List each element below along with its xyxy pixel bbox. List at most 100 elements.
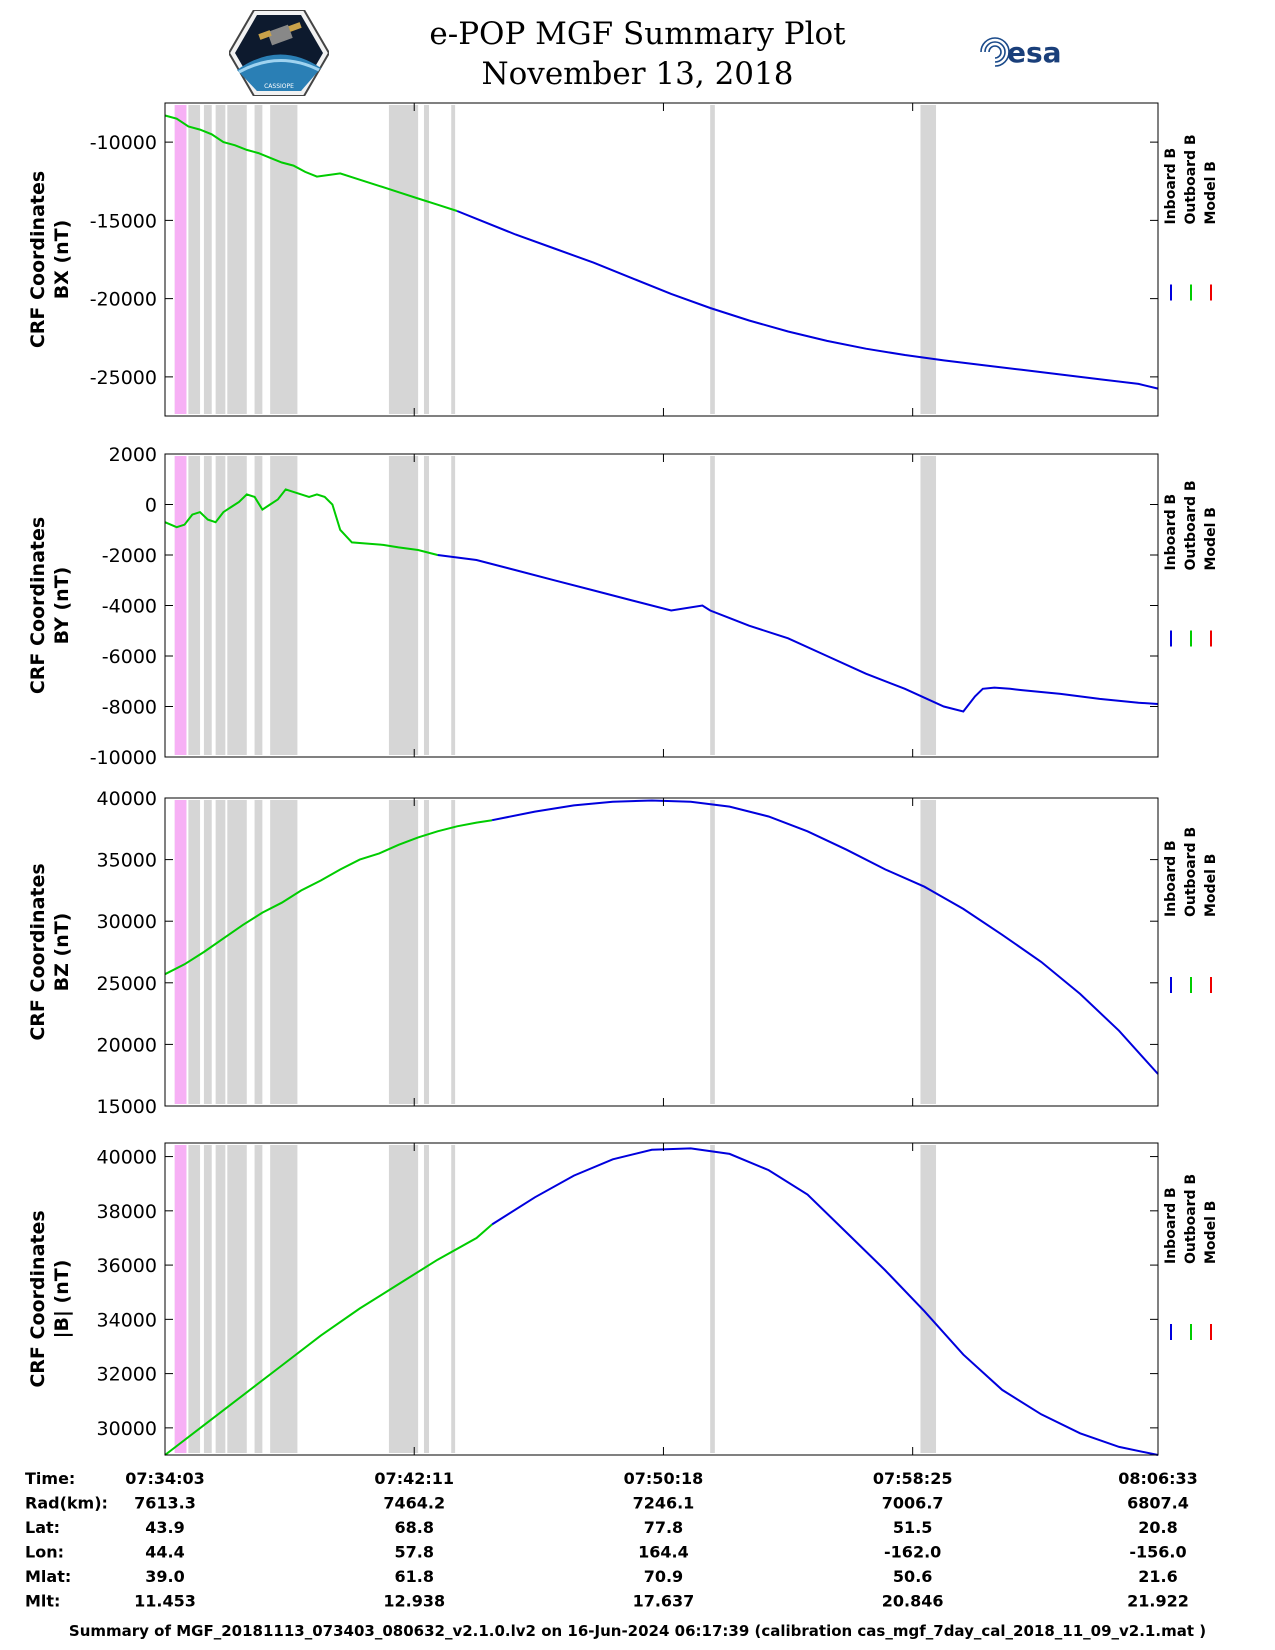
gap-band [254, 456, 263, 755]
y-axis-label-line1: CRF Coordinates [27, 517, 49, 694]
legend-label: Model B [1203, 161, 1219, 224]
gap-band [710, 800, 715, 1104]
legend-label: Inboard B [1163, 840, 1179, 917]
table-cell: 7613.3 [134, 1494, 196, 1513]
table-cell: 44.4 [145, 1543, 184, 1562]
cassiope-logo: CASSIOPE [229, 10, 329, 96]
table-row-label: Time: [25, 1469, 75, 1488]
table-cell: 07:58:25 [873, 1469, 953, 1488]
highlight-band [174, 800, 187, 1104]
y-tick-label: -20000 [90, 289, 157, 311]
y-axis-label-line1: CRF Coordinates [27, 171, 49, 348]
gap-band [227, 105, 247, 414]
table-cell: 12.938 [383, 1592, 445, 1611]
gap-band [388, 456, 419, 755]
y-tick-label: 30000 [97, 1418, 157, 1440]
table-cell: 20.8 [1138, 1518, 1177, 1537]
y-tick-label: 40000 [97, 1147, 157, 1169]
table-cell: 61.8 [394, 1567, 433, 1586]
gap-band [388, 800, 419, 1104]
gap-band [227, 800, 247, 1104]
table-cell: 68.8 [394, 1518, 433, 1537]
y-axis-label-line2: |B| (nT) [51, 1260, 73, 1339]
gap-band [710, 456, 715, 755]
series-inboard-b [491, 799, 1159, 1075]
cassiope-logo-text: CASSIOPE [264, 83, 294, 90]
gap-band [188, 1145, 201, 1453]
y-tick-label: 2000 [109, 444, 157, 466]
highlight-band [174, 105, 187, 414]
gap-band [215, 1145, 226, 1453]
table-cell: 07:42:11 [374, 1469, 454, 1488]
plot-frame [164, 102, 1159, 417]
gap-band [423, 456, 430, 755]
gap-band [203, 456, 212, 755]
gap-band [451, 1145, 456, 1453]
gap-band [920, 1145, 937, 1453]
table-cell: 57.8 [394, 1543, 433, 1562]
gap-band [710, 105, 715, 414]
table-cell: 20.846 [882, 1592, 944, 1611]
esa-logo-text: esa [1007, 36, 1062, 69]
table-cell: -162.0 [884, 1543, 941, 1562]
plot-frame [164, 797, 1159, 1107]
highlight-band [174, 456, 187, 755]
y-tick-label: 25000 [97, 973, 157, 995]
gap-band [270, 105, 298, 414]
footer-caption: Summary of MGF_20181113_073403_080632_v2… [68, 1622, 1207, 1640]
gap-band [270, 1145, 298, 1453]
y-tick-label: 15000 [97, 1096, 157, 1118]
gap-band [203, 800, 212, 1104]
table-cell: 07:34:03 [125, 1469, 205, 1488]
table-cell: 21.922 [1127, 1592, 1189, 1611]
table-cell: 39.0 [145, 1567, 184, 1586]
legend-label: Model B [1203, 507, 1219, 570]
gap-band [188, 800, 201, 1104]
y-tick-label: -10000 [90, 747, 157, 769]
y-tick-label: 38000 [97, 1201, 157, 1223]
gap-band [254, 1145, 263, 1453]
series-outboard-b [164, 488, 438, 556]
title-block: e-POP MGF Summary Plot November 13, 2018 [0, 14, 1275, 94]
gap-band [227, 456, 247, 755]
y-tick-label: 0 [145, 495, 157, 517]
y-tick-label: -6000 [102, 646, 157, 668]
gap-band [423, 800, 430, 1104]
gap-band [227, 1145, 247, 1453]
table-row-label: Mlt: [25, 1592, 60, 1611]
gap-band [270, 456, 298, 755]
chart-date: November 13, 2018 [481, 56, 794, 92]
gap-band [388, 105, 419, 414]
table-row-label: Rad(km): [25, 1494, 108, 1513]
table-row-label: Mlat: [25, 1567, 71, 1586]
table-cell: 7006.7 [882, 1494, 944, 1513]
table-cell: 11.453 [134, 1592, 196, 1611]
gap-band [215, 456, 226, 755]
table-cell: 43.9 [145, 1518, 184, 1537]
y-tick-label: 40000 [97, 788, 157, 810]
table-cell: 51.5 [893, 1518, 932, 1537]
gap-band [254, 105, 263, 414]
gap-band [270, 800, 298, 1104]
y-tick-label: -25000 [90, 367, 157, 389]
series-inboard-b [491, 1147, 1159, 1456]
y-axis-label-line2: BX (nT) [51, 220, 73, 300]
gap-band [451, 105, 456, 414]
gap-band [710, 1145, 715, 1453]
series-outboard-b [164, 819, 493, 976]
y-tick-label: -2000 [102, 545, 157, 567]
gap-band [215, 105, 226, 414]
legend-label: Inboard B [1163, 494, 1179, 571]
y-tick-label: -10000 [90, 132, 157, 154]
table-cell: 77.8 [644, 1518, 683, 1537]
gap-band [920, 105, 937, 414]
legend-label: Outboard B [1183, 134, 1199, 224]
gap-band [254, 800, 263, 1104]
table-cell: 50.6 [893, 1567, 932, 1586]
table-cell: 07:50:18 [624, 1469, 704, 1488]
series-inboard-b [456, 210, 1159, 390]
gap-band [203, 1145, 212, 1453]
y-tick-label: 30000 [97, 911, 157, 933]
gap-band [203, 105, 212, 414]
